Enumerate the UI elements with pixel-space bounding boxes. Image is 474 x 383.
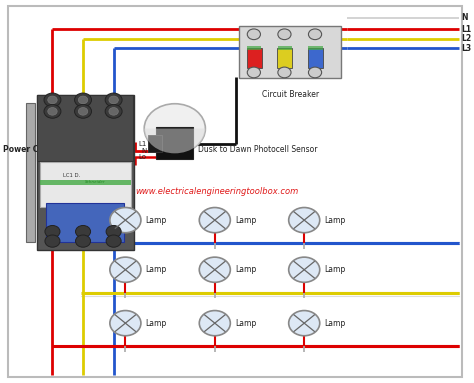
Text: Lamp: Lamp xyxy=(235,216,256,224)
Circle shape xyxy=(78,108,88,115)
FancyBboxPatch shape xyxy=(40,180,130,185)
Text: Circuit Breaker: Circuit Breaker xyxy=(262,90,319,99)
Circle shape xyxy=(44,105,61,118)
Circle shape xyxy=(199,208,230,233)
Circle shape xyxy=(109,96,118,104)
Circle shape xyxy=(289,257,320,282)
Text: N: N xyxy=(461,13,467,22)
Circle shape xyxy=(75,226,91,238)
Text: L3: L3 xyxy=(461,44,471,53)
FancyBboxPatch shape xyxy=(247,47,262,68)
Text: N: N xyxy=(141,149,146,154)
Circle shape xyxy=(75,235,91,247)
FancyBboxPatch shape xyxy=(156,127,193,159)
Circle shape xyxy=(44,93,61,107)
Text: L1: L1 xyxy=(138,141,146,147)
FancyBboxPatch shape xyxy=(148,136,162,152)
Circle shape xyxy=(309,29,322,39)
Circle shape xyxy=(247,67,260,78)
Circle shape xyxy=(106,235,121,247)
Circle shape xyxy=(199,311,230,336)
Circle shape xyxy=(45,226,60,238)
FancyBboxPatch shape xyxy=(40,162,131,207)
Circle shape xyxy=(48,96,57,104)
Circle shape xyxy=(48,108,57,115)
Text: Lamp: Lamp xyxy=(235,265,256,274)
Circle shape xyxy=(289,311,320,336)
Circle shape xyxy=(289,208,320,233)
Circle shape xyxy=(74,105,91,118)
Text: Lamp: Lamp xyxy=(146,216,167,224)
FancyBboxPatch shape xyxy=(37,95,134,250)
Circle shape xyxy=(78,96,88,104)
Text: LC1 D.: LC1 D. xyxy=(63,173,80,178)
Text: Lo: Lo xyxy=(138,154,146,160)
Text: Schneider: Schneider xyxy=(84,180,105,183)
Text: Lamp: Lamp xyxy=(146,265,167,274)
Circle shape xyxy=(309,67,322,78)
Circle shape xyxy=(45,235,60,247)
FancyBboxPatch shape xyxy=(26,103,35,242)
Text: Lamp: Lamp xyxy=(324,265,346,274)
Text: L2: L2 xyxy=(461,34,471,43)
FancyBboxPatch shape xyxy=(37,95,133,161)
Text: Lamp: Lamp xyxy=(146,319,167,327)
Circle shape xyxy=(110,257,141,282)
Circle shape xyxy=(110,208,141,233)
FancyBboxPatch shape xyxy=(278,46,292,50)
Circle shape xyxy=(74,93,91,107)
FancyBboxPatch shape xyxy=(309,46,323,50)
Text: Lamp: Lamp xyxy=(324,319,346,327)
Circle shape xyxy=(105,93,122,107)
Circle shape xyxy=(105,105,122,118)
Circle shape xyxy=(109,108,118,115)
Circle shape xyxy=(144,104,205,153)
Circle shape xyxy=(278,29,291,39)
FancyBboxPatch shape xyxy=(308,47,323,68)
Text: www.electricalengineeringtoolbox.com: www.electricalengineeringtoolbox.com xyxy=(136,187,299,196)
Text: L1: L1 xyxy=(461,25,471,34)
Text: Dusk to Dawn Photocell Sensor: Dusk to Dawn Photocell Sensor xyxy=(198,145,318,154)
Circle shape xyxy=(106,226,121,238)
Text: Power Contactor: Power Contactor xyxy=(3,145,75,154)
Circle shape xyxy=(247,29,260,39)
FancyBboxPatch shape xyxy=(46,203,125,242)
FancyBboxPatch shape xyxy=(239,26,341,78)
FancyBboxPatch shape xyxy=(8,7,462,376)
Circle shape xyxy=(278,67,291,78)
Text: Lamp: Lamp xyxy=(324,216,346,224)
FancyBboxPatch shape xyxy=(247,46,261,50)
Text: Lamp: Lamp xyxy=(235,319,256,327)
Circle shape xyxy=(199,257,230,282)
FancyBboxPatch shape xyxy=(277,47,292,68)
Circle shape xyxy=(110,311,141,336)
Wedge shape xyxy=(144,129,205,153)
